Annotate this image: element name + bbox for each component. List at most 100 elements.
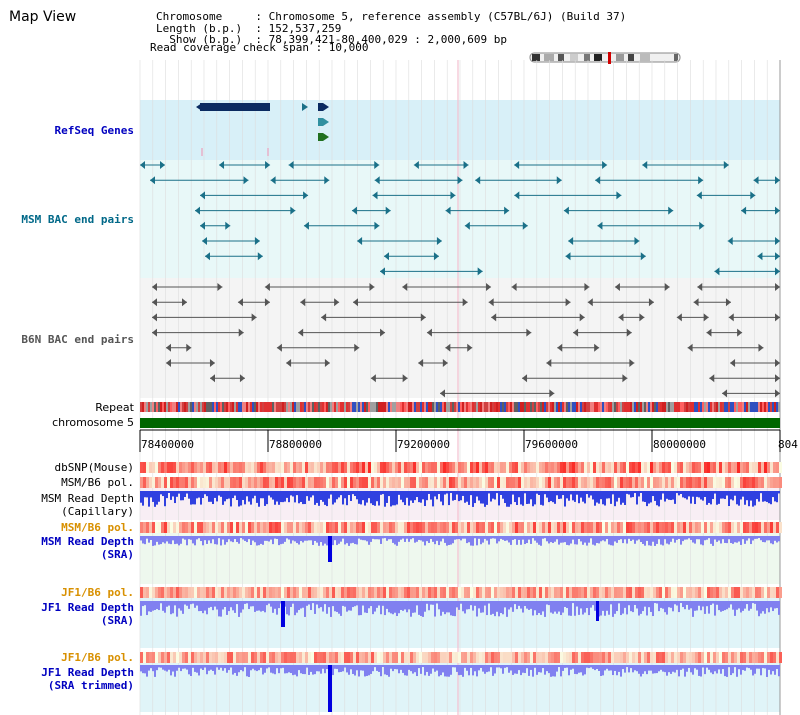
jf1-depth-sra-bar (650, 601, 652, 612)
msm-depth-sra-bar (530, 536, 532, 544)
msm-depth-sra-bar (588, 536, 590, 543)
msm-depth-sra-bar (370, 536, 372, 542)
msm-b6-pol-2-cell (614, 522, 617, 533)
msm-b6-pol-cell (284, 477, 287, 488)
dbsnp-cell (602, 462, 605, 473)
jf1-b6-pol-cell (152, 587, 155, 598)
msm-depth-capillary-bar (686, 491, 688, 500)
msm-depth-sra-bar (510, 536, 512, 545)
jf1-depth-sra-bar (724, 601, 726, 611)
msm-depth-capillary-bar (264, 491, 266, 506)
msm-depth-sra-bar (636, 536, 638, 541)
dbsnp-cell (701, 462, 704, 473)
jf1-depth-sra-bar (540, 601, 542, 615)
jf1-depth-sra-bar (778, 601, 780, 615)
repeat-segment (666, 402, 668, 412)
jf1-b6-pol-2-cell (332, 652, 335, 663)
msm-depth-capillary-bar (406, 491, 408, 498)
track-label-refseq-genes[interactable]: RefSeq Genes (54, 124, 134, 137)
jf1-b6-pol-cell (320, 587, 323, 598)
repeat-segment (148, 402, 150, 412)
repeat-segment (462, 402, 464, 412)
msm-b6-pol-cell (452, 477, 455, 488)
jf1-depth-trimmed-bar (410, 665, 412, 672)
msm-b6-pol-cell (596, 477, 599, 488)
msm-b6-pol-2-cell (680, 522, 683, 533)
jf1-depth-trimmed-bar (252, 665, 254, 669)
chromosome-ideogram[interactable] (528, 52, 684, 64)
msm-bac-pair-end (257, 252, 263, 261)
repeat-segment (670, 402, 672, 412)
msm-depth-sra-bar (710, 536, 712, 544)
b6n-bac-pair-end (579, 313, 585, 322)
msm-bac-pair-end (374, 176, 380, 185)
jf1-depth-trimmed-bar (146, 665, 148, 677)
repeat-segment (530, 402, 532, 412)
repeat-segment (142, 402, 144, 412)
dbsnp-cell (683, 462, 686, 473)
jf1-b6-pol-cell (401, 587, 404, 598)
msm-b6-pol-cell (176, 477, 179, 488)
jf1-b6-pol-2-cell (584, 652, 587, 663)
jf1-b6-pol-2-cell (716, 652, 719, 663)
jf1-depth-sra-bar (184, 601, 186, 605)
jf1-depth-sra-bar (564, 601, 566, 607)
jf1-depth-sra-bar (636, 601, 638, 609)
jf1-b6-pol-cell (410, 587, 413, 598)
msm-depth-sra-bar (684, 536, 686, 540)
jf1-depth-trimmed-bar (448, 665, 450, 677)
jf1-depth-sra-bar (236, 601, 238, 605)
track-label-msm-bac[interactable]: MSM BAC end pairs (21, 213, 134, 226)
msm-depth-capillary-bar (690, 491, 692, 504)
repeat-segment (408, 402, 410, 412)
dbsnp-cell (338, 462, 341, 473)
jf1-b6-pol-2-cell (260, 652, 263, 663)
msm-b6-pol-cell (419, 477, 422, 488)
msm-depth-sra-bar (690, 536, 692, 540)
dbsnp-cell (569, 462, 572, 473)
msm-depth-capillary-bar (176, 491, 178, 497)
b6n-bac-pair-end (730, 359, 736, 367)
repeat-segment (512, 402, 514, 412)
jf1-b6-pol-cell (377, 587, 380, 598)
msm-b6-pol-cell (632, 477, 635, 488)
msm-b6-pol-cell (506, 477, 509, 488)
jf1-b6-pol-cell (353, 587, 356, 598)
msm-depth-sra-bar (404, 536, 406, 542)
msm-bac-pair-end (303, 221, 309, 230)
msm-bac-pair-end (616, 191, 622, 200)
msm-b6-pol-cell (479, 477, 482, 488)
msm-depth-sra-bar (192, 536, 194, 544)
msm-depth-capillary-bar (486, 491, 488, 505)
dbsnp-cell (302, 462, 305, 473)
jf1-b6-pol-2-cell (608, 652, 611, 663)
jf1-b6-pol-2-cell (500, 652, 503, 663)
jf1-b6-pol-2-cell (395, 652, 398, 663)
track-label-b6n-bac[interactable]: B6N BAC end pairs (21, 333, 134, 346)
dbsnp-cell (635, 462, 638, 473)
msm-b6-pol-cell (518, 477, 521, 488)
repeat-segment (698, 402, 700, 412)
msm-b6-pol-cell (218, 477, 221, 488)
repeat-segment (488, 402, 490, 412)
msm-b6-pol-2-cell (191, 522, 194, 533)
jf1-depth-trimmed-bar (250, 665, 252, 671)
jf1-depth-sra-bar (188, 601, 190, 609)
b6n-bac-pair-end (210, 374, 215, 383)
msm-depth-capillary-bar (698, 491, 700, 498)
jf1-b6-pol-2-cell (605, 652, 608, 663)
msm-depth-capillary-bar (344, 491, 346, 499)
jf1-depth-sra-bar (140, 601, 142, 616)
b6n-bac-pair-end (557, 343, 563, 352)
b6n-bac-pair-end (664, 283, 670, 291)
msm-depth-sra-bar (448, 536, 450, 545)
msm-depth-capillary-bar (606, 491, 608, 499)
jf1-depth-sra-bar (474, 601, 476, 606)
repeat-segment (358, 402, 360, 412)
jf1-depth-trimmed-bar (770, 665, 772, 675)
msm-depth-capillary-bar (744, 491, 746, 505)
jf1-b6-pol-2-cell (464, 652, 467, 663)
msm-depth-sra-bar (772, 536, 774, 545)
jf1-depth-sra-bar (220, 601, 222, 617)
